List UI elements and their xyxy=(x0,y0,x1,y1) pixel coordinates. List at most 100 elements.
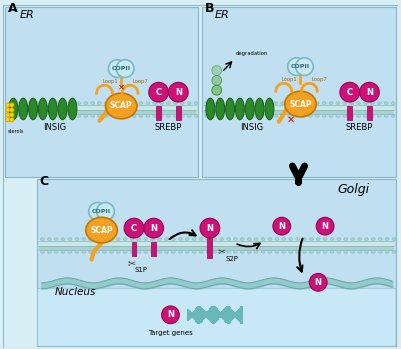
Ellipse shape xyxy=(77,114,81,117)
Ellipse shape xyxy=(132,102,136,105)
Ellipse shape xyxy=(351,238,354,240)
Ellipse shape xyxy=(337,250,341,253)
Ellipse shape xyxy=(254,238,258,240)
FancyBboxPatch shape xyxy=(37,179,396,346)
FancyBboxPatch shape xyxy=(151,242,156,256)
Ellipse shape xyxy=(254,250,258,253)
Ellipse shape xyxy=(384,114,388,117)
Ellipse shape xyxy=(274,114,278,117)
Ellipse shape xyxy=(281,102,285,105)
Ellipse shape xyxy=(275,250,279,253)
Ellipse shape xyxy=(226,114,229,117)
Ellipse shape xyxy=(336,102,340,105)
Ellipse shape xyxy=(364,114,367,117)
Ellipse shape xyxy=(28,98,37,120)
Ellipse shape xyxy=(323,250,327,253)
Ellipse shape xyxy=(105,114,108,117)
Ellipse shape xyxy=(164,238,168,240)
Circle shape xyxy=(212,66,222,75)
Text: ✕: ✕ xyxy=(287,115,295,125)
Ellipse shape xyxy=(253,114,257,117)
FancyBboxPatch shape xyxy=(39,241,394,246)
Text: N: N xyxy=(167,310,174,319)
Ellipse shape xyxy=(153,114,157,117)
Ellipse shape xyxy=(226,98,235,120)
Text: SREBP: SREBP xyxy=(346,122,373,132)
Ellipse shape xyxy=(219,102,223,105)
Text: degradation: degradation xyxy=(235,51,268,56)
Ellipse shape xyxy=(192,250,196,253)
Ellipse shape xyxy=(68,98,77,120)
Ellipse shape xyxy=(288,114,292,117)
Text: ER: ER xyxy=(20,10,34,20)
FancyBboxPatch shape xyxy=(347,106,352,120)
Ellipse shape xyxy=(132,114,136,117)
Text: Loop7: Loop7 xyxy=(132,79,148,84)
Text: COPII: COPII xyxy=(92,209,111,214)
Circle shape xyxy=(89,202,106,220)
Ellipse shape xyxy=(49,102,53,105)
Ellipse shape xyxy=(137,250,141,253)
Ellipse shape xyxy=(365,238,369,240)
Ellipse shape xyxy=(91,102,95,105)
Text: COPII: COPII xyxy=(111,66,131,71)
Ellipse shape xyxy=(139,114,143,117)
Ellipse shape xyxy=(15,114,19,117)
Ellipse shape xyxy=(172,250,175,253)
Ellipse shape xyxy=(153,102,157,105)
Ellipse shape xyxy=(160,114,164,117)
Ellipse shape xyxy=(274,102,278,105)
Ellipse shape xyxy=(103,250,106,253)
Ellipse shape xyxy=(350,102,354,105)
FancyBboxPatch shape xyxy=(37,288,396,346)
Ellipse shape xyxy=(356,102,360,105)
Ellipse shape xyxy=(350,114,354,117)
Ellipse shape xyxy=(19,98,28,120)
Ellipse shape xyxy=(139,102,143,105)
Ellipse shape xyxy=(89,250,93,253)
Ellipse shape xyxy=(8,114,12,117)
Ellipse shape xyxy=(247,238,251,240)
Circle shape xyxy=(200,218,220,238)
Ellipse shape xyxy=(173,114,177,117)
Text: Golgi: Golgi xyxy=(338,183,370,196)
Text: INSIG: INSIG xyxy=(240,122,263,132)
Ellipse shape xyxy=(213,238,217,240)
Text: N: N xyxy=(150,224,157,233)
Ellipse shape xyxy=(125,102,129,105)
Ellipse shape xyxy=(391,114,395,117)
Ellipse shape xyxy=(233,102,237,105)
Ellipse shape xyxy=(227,250,231,253)
Ellipse shape xyxy=(187,102,191,105)
Ellipse shape xyxy=(343,114,347,117)
Ellipse shape xyxy=(302,102,306,105)
Ellipse shape xyxy=(95,250,99,253)
Ellipse shape xyxy=(213,250,217,253)
Ellipse shape xyxy=(185,250,189,253)
Ellipse shape xyxy=(43,102,47,105)
Text: A: A xyxy=(8,2,18,15)
Ellipse shape xyxy=(58,98,67,120)
Text: N: N xyxy=(207,224,213,233)
Ellipse shape xyxy=(240,250,244,253)
Ellipse shape xyxy=(364,102,367,105)
Ellipse shape xyxy=(255,98,264,120)
Ellipse shape xyxy=(105,93,137,119)
Ellipse shape xyxy=(180,102,184,105)
Ellipse shape xyxy=(343,102,347,105)
Ellipse shape xyxy=(351,250,354,253)
Ellipse shape xyxy=(220,238,224,240)
Circle shape xyxy=(212,75,222,85)
Circle shape xyxy=(309,274,327,291)
Circle shape xyxy=(97,202,114,220)
Ellipse shape xyxy=(337,238,341,240)
Ellipse shape xyxy=(316,238,320,240)
Ellipse shape xyxy=(199,250,203,253)
Ellipse shape xyxy=(392,250,396,253)
Ellipse shape xyxy=(288,102,292,105)
Ellipse shape xyxy=(282,238,286,240)
Text: Loop7: Loop7 xyxy=(311,77,327,82)
Text: S1P: S1P xyxy=(134,267,147,274)
Circle shape xyxy=(296,58,313,75)
Ellipse shape xyxy=(123,238,127,240)
